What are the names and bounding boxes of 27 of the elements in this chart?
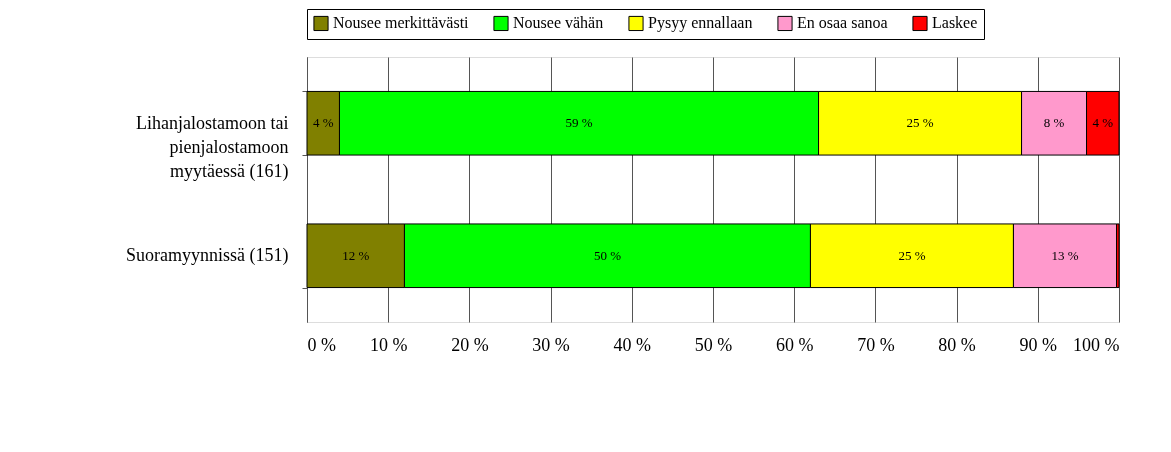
x-tick-label: 30 % — [532, 334, 570, 355]
legend-label: Laskee — [932, 14, 978, 32]
y-tick-label: Suoramyynnissä (151) — [126, 245, 289, 267]
data-label: 59 % — [565, 115, 593, 131]
data-label: 8 % — [1043, 115, 1065, 131]
x-tick-label: 50 % — [694, 334, 733, 355]
data-label: 50 % — [593, 247, 622, 263]
x-tick-label: 90 % — [1019, 334, 1058, 355]
x-tick-label: 100 % — [1073, 334, 1120, 355]
x-tick-label: 20 % — [451, 334, 489, 355]
data-label: 12 % — [342, 247, 370, 263]
legend-label: Pysyy ennallaan — [648, 14, 753, 33]
y-tick-label: Lihanjalostamoon tai pienjalostamoon myytäessä (161) — [136, 112, 289, 182]
data-label: 4 % — [1092, 115, 1114, 131]
legend-label: Nousee vähän — [513, 14, 604, 32]
x-tick-label: 0 % — [307, 334, 336, 355]
data-label: 4 % — [312, 115, 334, 131]
x-tick-label: 60 % — [775, 334, 814, 355]
data-label: 13 % — [1051, 247, 1079, 263]
x-tick-label: 70 % — [857, 334, 895, 355]
x-tick-label: 80 % — [938, 334, 976, 355]
x-tick-label: 40 % — [613, 334, 652, 355]
data-label: 25 % — [906, 115, 934, 131]
legend-label: Nousee merkittävästi — [333, 14, 470, 32]
legend-label: En osaa sanoa — [797, 14, 888, 32]
data-label: 25 % — [898, 247, 926, 263]
x-tick-label: 10 % — [369, 334, 408, 355]
